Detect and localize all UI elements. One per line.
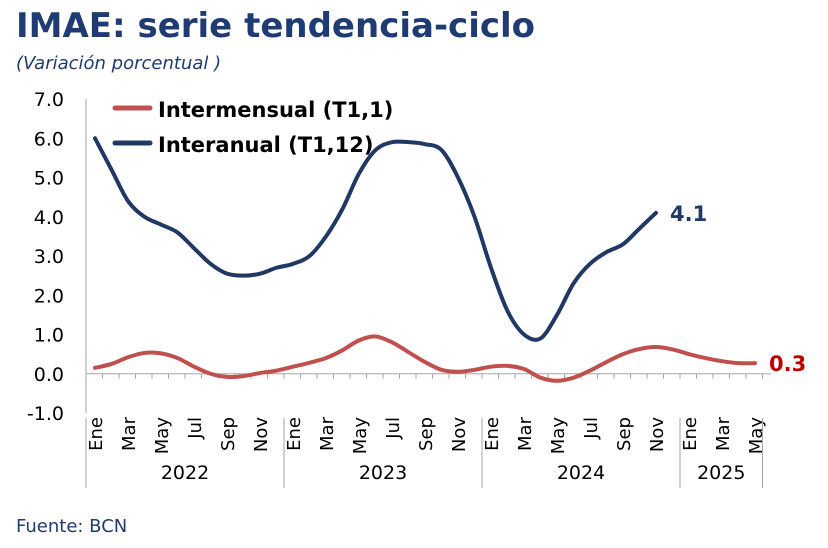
series-line-intermensual: [93, 334, 757, 383]
end-label-interanual: 4.1: [670, 202, 707, 226]
y-tick-label: 0.0: [34, 364, 64, 386]
x-tick-label: Mar: [119, 416, 140, 451]
x-tick-label: Mar: [713, 416, 734, 451]
y-tick-label: 3.0: [34, 246, 64, 268]
legend-label-intermensual: Intermensual (T1,1): [158, 98, 393, 122]
year-label: 2024: [557, 462, 605, 484]
x-tick-label: May: [548, 417, 569, 455]
x-tick-label: Nov: [647, 417, 668, 452]
source-note: Fuente: BCN: [16, 516, 128, 537]
x-tick-label: Nov: [449, 417, 470, 452]
y-tick-label: 5.0: [34, 168, 64, 190]
chart-subtitle: (Variación porcentual ): [16, 53, 222, 74]
legend-label-interanual: Interanual (T1,12): [158, 133, 374, 157]
x-tick-label: Mar: [515, 416, 536, 451]
x-tick-label: Jul: [581, 417, 602, 440]
x-tick-label: Ene: [284, 417, 305, 451]
y-tick-label: -1.0: [27, 403, 64, 425]
x-tick-label: Nov: [251, 417, 272, 452]
x-tick-label: Jul: [185, 417, 206, 440]
x-tick-label: May: [350, 417, 371, 455]
y-tick-label: 4.0: [34, 207, 64, 229]
y-tick-label: 2.0: [34, 285, 64, 307]
x-tick-label: Sep: [416, 417, 437, 451]
x-tick-label: Ene: [680, 417, 701, 451]
x-tick-label: May: [746, 417, 767, 455]
y-tick-label: 7.0: [34, 89, 64, 111]
y-tick-label: 1.0: [34, 325, 64, 347]
x-tick-label: Mar: [317, 416, 338, 451]
x-tick-label: May: [152, 417, 173, 455]
series-line-interanual: [93, 136, 658, 342]
year-label: 2022: [161, 462, 209, 484]
x-tick-label: Sep: [218, 417, 239, 451]
end-label-intermensual: 0.3: [769, 352, 806, 376]
x-tick-label: Ene: [482, 417, 503, 451]
x-tick-label: Sep: [614, 417, 635, 451]
x-tick-label: Jul: [383, 417, 404, 440]
year-label: 2025: [697, 462, 745, 484]
year-label: 2023: [359, 462, 407, 484]
y-tick-label: 6.0: [34, 128, 64, 150]
chart-title: IMAE: serie tendencia-ciclo: [16, 6, 536, 46]
x-tick-label: Ene: [86, 417, 107, 451]
